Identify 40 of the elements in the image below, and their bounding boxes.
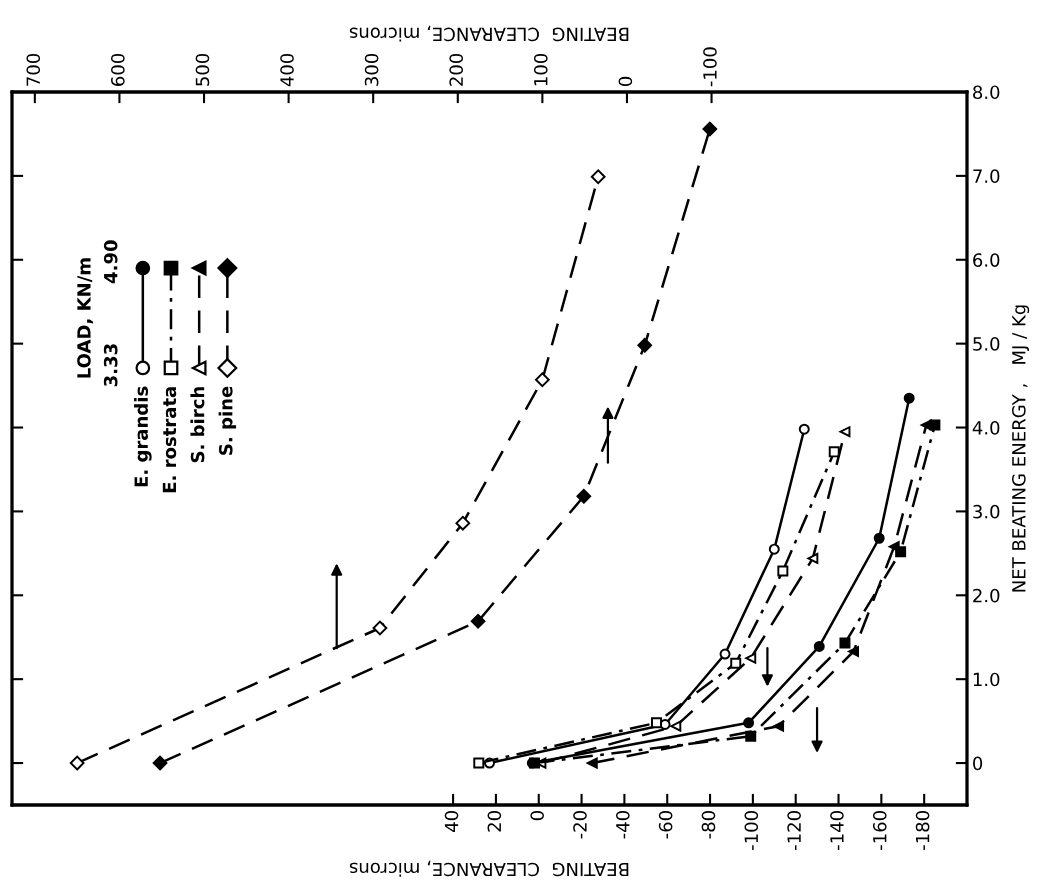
legend-label: S. pine — [218, 386, 237, 455]
x-tick-label: -140 — [830, 811, 844, 850]
y-tick-label: 6.0 — [973, 253, 1000, 267]
legend-title: LOAD, KN/m — [77, 258, 94, 378]
x2-tick-label: 300 — [364, 53, 379, 86]
legend-label: S. birch — [190, 387, 205, 463]
y-tick-label: 4.0 — [972, 420, 1000, 435]
x2-tick-label: 200 — [449, 53, 464, 86]
x2-tick-label: 400 — [280, 53, 294, 87]
y-tick-label: 0 — [973, 756, 983, 771]
x-tick-label: -40 — [615, 811, 630, 839]
y-tick-label: 5.0 — [973, 337, 1000, 351]
x-tick-label: -120 — [787, 811, 801, 850]
legend-label: E. grandis — [134, 386, 152, 487]
y-axis-title: NET BEATING ENERGY , MJ / Kg — [1012, 305, 1030, 592]
x2-tick-label: -100 — [703, 47, 717, 87]
x-tick-label: 20 — [487, 811, 502, 832]
x-tick-label: -60 — [658, 811, 673, 839]
x-axis-title: BEATING CLEARANCE, microns — [349, 860, 629, 877]
x-tick-label: 0 — [530, 811, 544, 821]
x-tick-label: -20 — [573, 811, 587, 839]
x2-tick-label: 600 — [111, 53, 125, 86]
x2-tick-label: 100 — [533, 53, 548, 86]
x2-axis-title: BEATING CLEARANCE, microns — [349, 25, 629, 42]
y-tick-label: 8.0 — [973, 85, 1000, 100]
annotation: 4.90 — [103, 240, 118, 284]
x2-tick-label: 0 — [618, 76, 633, 86]
x-tick-label: -100 — [744, 811, 759, 850]
y-tick-label: 3.0 — [973, 504, 1000, 519]
y-tick-label: 2.0 — [973, 588, 1000, 603]
legend-label: E. rostrata — [162, 387, 177, 493]
y-tick-label: 7.0 — [973, 169, 1000, 183]
x2-tick-label: 700 — [26, 53, 41, 86]
annotation: 3.33 — [103, 344, 118, 387]
x-tick-label: -160 — [872, 811, 887, 850]
x-tick-label: -80 — [701, 811, 716, 839]
x-tick-label: -180 — [915, 811, 930, 850]
y-tick-label: 1.0 — [973, 672, 1000, 687]
x2-tick-label: 500 — [195, 53, 210, 86]
x-tick-label: 40 — [444, 811, 459, 832]
